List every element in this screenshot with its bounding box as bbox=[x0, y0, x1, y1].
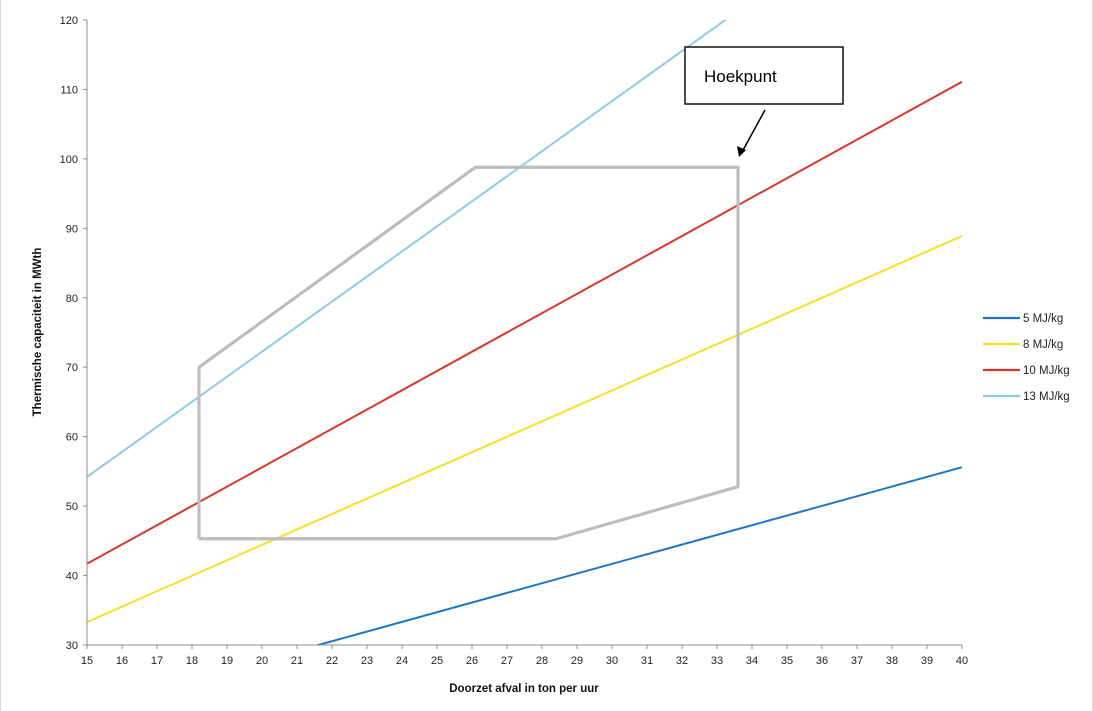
legend: 5 MJ/kg 8 MJ/kg 10 MJ/kg 13 MJ/kg bbox=[983, 313, 1070, 403]
x-tick-label: 33 bbox=[711, 655, 723, 667]
y-tick-label: 30 bbox=[66, 640, 78, 652]
x-tick-label: 24 bbox=[396, 655, 408, 667]
x-tick-label: 21 bbox=[291, 655, 303, 667]
y-tick-label: 70 bbox=[66, 362, 78, 374]
callout-arrow bbox=[741, 109, 766, 153]
x-tick-label: 39 bbox=[921, 655, 933, 667]
x-tick-label: 18 bbox=[186, 655, 198, 667]
legend-label-3: 10 MJ/kg bbox=[1023, 365, 1070, 377]
callout-text: Hoekpunt bbox=[704, 67, 777, 86]
series-line-4 bbox=[87, 20, 728, 478]
x-axis-title: Doorzet afval in ton per uur bbox=[449, 683, 599, 695]
y-axis-title: Thermische capaciteit in MWth bbox=[32, 248, 44, 417]
x-tick-label: 38 bbox=[886, 655, 898, 667]
y-tick-label: 80 bbox=[66, 293, 78, 305]
y-tick-label: 110 bbox=[60, 84, 78, 96]
series-line-1 bbox=[314, 466, 962, 645]
y-tick-label: 90 bbox=[66, 223, 78, 235]
legend-label-2: 8 MJ/kg bbox=[1023, 339, 1063, 351]
legend-label-1: 5 MJ/kg bbox=[1023, 313, 1063, 325]
x-tick-label: 23 bbox=[361, 655, 373, 667]
callout: Hoekpunt bbox=[684, 46, 844, 157]
y-tick-label: 50 bbox=[66, 501, 78, 513]
x-tick-label: 29 bbox=[571, 655, 583, 667]
x-tick-label: 36 bbox=[816, 655, 828, 667]
y-tick-label: 60 bbox=[66, 432, 78, 444]
x-tick-label: 30 bbox=[606, 655, 618, 667]
x-tick-label: 16 bbox=[116, 655, 128, 667]
series-line-3 bbox=[87, 80, 962, 565]
x-tick-label: 35 bbox=[781, 655, 793, 667]
y-tick-label: 100 bbox=[60, 154, 78, 166]
legend-label-4: 13 MJ/kg bbox=[1023, 391, 1070, 403]
x-tick-label: 37 bbox=[851, 655, 863, 667]
series-line-2 bbox=[87, 235, 962, 623]
x-tick-label: 19 bbox=[221, 655, 233, 667]
axes-layer bbox=[86, 20, 962, 646]
capacity-envelope bbox=[197, 165, 740, 541]
x-tick-label: 20 bbox=[256, 655, 268, 667]
envelope-layer bbox=[197, 165, 740, 541]
y-tick-label: 120 bbox=[60, 15, 78, 27]
x-tick-label: 26 bbox=[466, 655, 478, 667]
callout-box bbox=[684, 46, 844, 105]
callout-arrowhead bbox=[737, 146, 746, 157]
x-tick-label: 40 bbox=[956, 655, 968, 667]
x-tick-label: 34 bbox=[746, 655, 758, 667]
x-tick-label: 17 bbox=[151, 655, 163, 667]
x-tick-label: 31 bbox=[641, 655, 653, 667]
x-tick-label: 25 bbox=[431, 655, 443, 667]
x-tick-label: 15 bbox=[81, 655, 93, 667]
ticks-layer: 15 16 17 18 19 20 21 22 23 24 25 26 27 28 29 30 31 32 33 34… bbox=[60, 15, 968, 667]
series-layer bbox=[87, 20, 962, 645]
x-tick-label: 32 bbox=[676, 655, 688, 667]
x-tick-label: 22 bbox=[326, 655, 338, 667]
x-tick-label: 28 bbox=[536, 655, 548, 667]
y-tick-label: 40 bbox=[66, 571, 78, 583]
x-tick-label: 27 bbox=[501, 655, 513, 667]
